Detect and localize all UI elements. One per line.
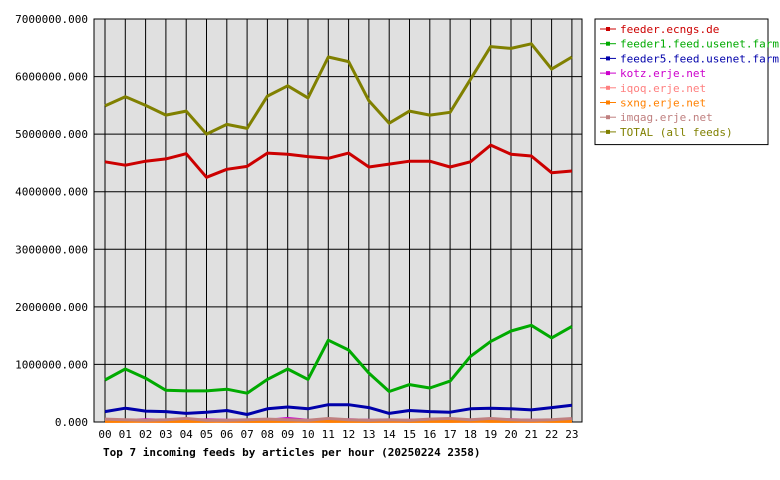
x-tick-label: 05 <box>200 428 213 441</box>
series-line <box>104 42 573 136</box>
x-tick-label: 09 <box>281 428 294 441</box>
x-tick-label: 04 <box>180 428 194 441</box>
x-tick-label: 22 <box>545 428 558 441</box>
legend-entry: TOTAL (all feeds) <box>620 126 733 139</box>
x-tick-label: 21 <box>525 428 538 441</box>
legend-marker <box>606 85 610 90</box>
x-tick-label: 13 <box>362 428 375 441</box>
x-tick-label: 03 <box>159 428 172 441</box>
x-tick-label: 00 <box>98 428 111 441</box>
series-line <box>104 323 573 395</box>
y-tick-label: 2000000.000 <box>15 301 88 314</box>
legend-marker <box>606 27 610 31</box>
legend-entry: feeder.ecngs.de <box>620 23 719 36</box>
series-line <box>104 417 572 422</box>
x-tick-label: 14 <box>383 428 397 441</box>
x-tick-label: 11 <box>322 428 335 441</box>
x-tick-label: 17 <box>443 428 456 441</box>
y-tick-label: 0.000 <box>55 416 88 429</box>
x-tick-label: 01 <box>119 428 132 441</box>
x-tick-label: 16 <box>423 428 436 441</box>
x-tick-label: 19 <box>484 428 497 441</box>
x-tick-label: 18 <box>464 428 477 441</box>
y-tick-label: 3000000.000 <box>15 243 88 256</box>
y-tick-label: 1000000.000 <box>15 358 88 371</box>
legend-marker <box>606 100 610 105</box>
legend-marker <box>606 41 610 46</box>
legend-entry: kotz.erje.net <box>620 67 706 80</box>
legend-marker <box>606 71 610 76</box>
y-tick-label: 6000000.000 <box>15 71 88 84</box>
series-line <box>104 403 573 416</box>
chart-caption: Top 7 incoming feeds by articles per hou… <box>103 446 481 459</box>
x-tick-label: 07 <box>240 428 253 441</box>
legend-entry: iqoq.erje.net <box>620 82 706 95</box>
series-line <box>104 143 573 179</box>
legend-entry: feeder1.feed.usenet.farm <box>620 38 779 51</box>
legend-marker <box>606 56 610 61</box>
x-tick-label: 06 <box>220 428 233 441</box>
y-tick-label: 5000000.000 <box>15 128 88 141</box>
x-tick-label: 15 <box>403 428 416 441</box>
x-tick-label: 10 <box>301 428 314 441</box>
plot-area <box>93 18 583 423</box>
x-tick-label: 23 <box>565 428 578 441</box>
legend-entry: feeder5.feed.usenet.farm <box>620 52 779 65</box>
x-tick-label: 20 <box>504 428 517 441</box>
legend-entry: imqag.erje.net <box>620 111 713 124</box>
x-tick-label: 08 <box>261 428 274 441</box>
legend-entry: sxng.erje.net <box>620 97 706 110</box>
y-tick-label: 4000000.000 <box>15 186 88 199</box>
legend-marker <box>606 115 610 120</box>
x-tick-label: 12 <box>342 428 355 441</box>
x-tick-label: 02 <box>139 428 152 441</box>
y-tick-label: 7000000.000 <box>15 13 88 26</box>
legend-marker <box>606 129 610 134</box>
legend-box <box>594 18 769 146</box>
